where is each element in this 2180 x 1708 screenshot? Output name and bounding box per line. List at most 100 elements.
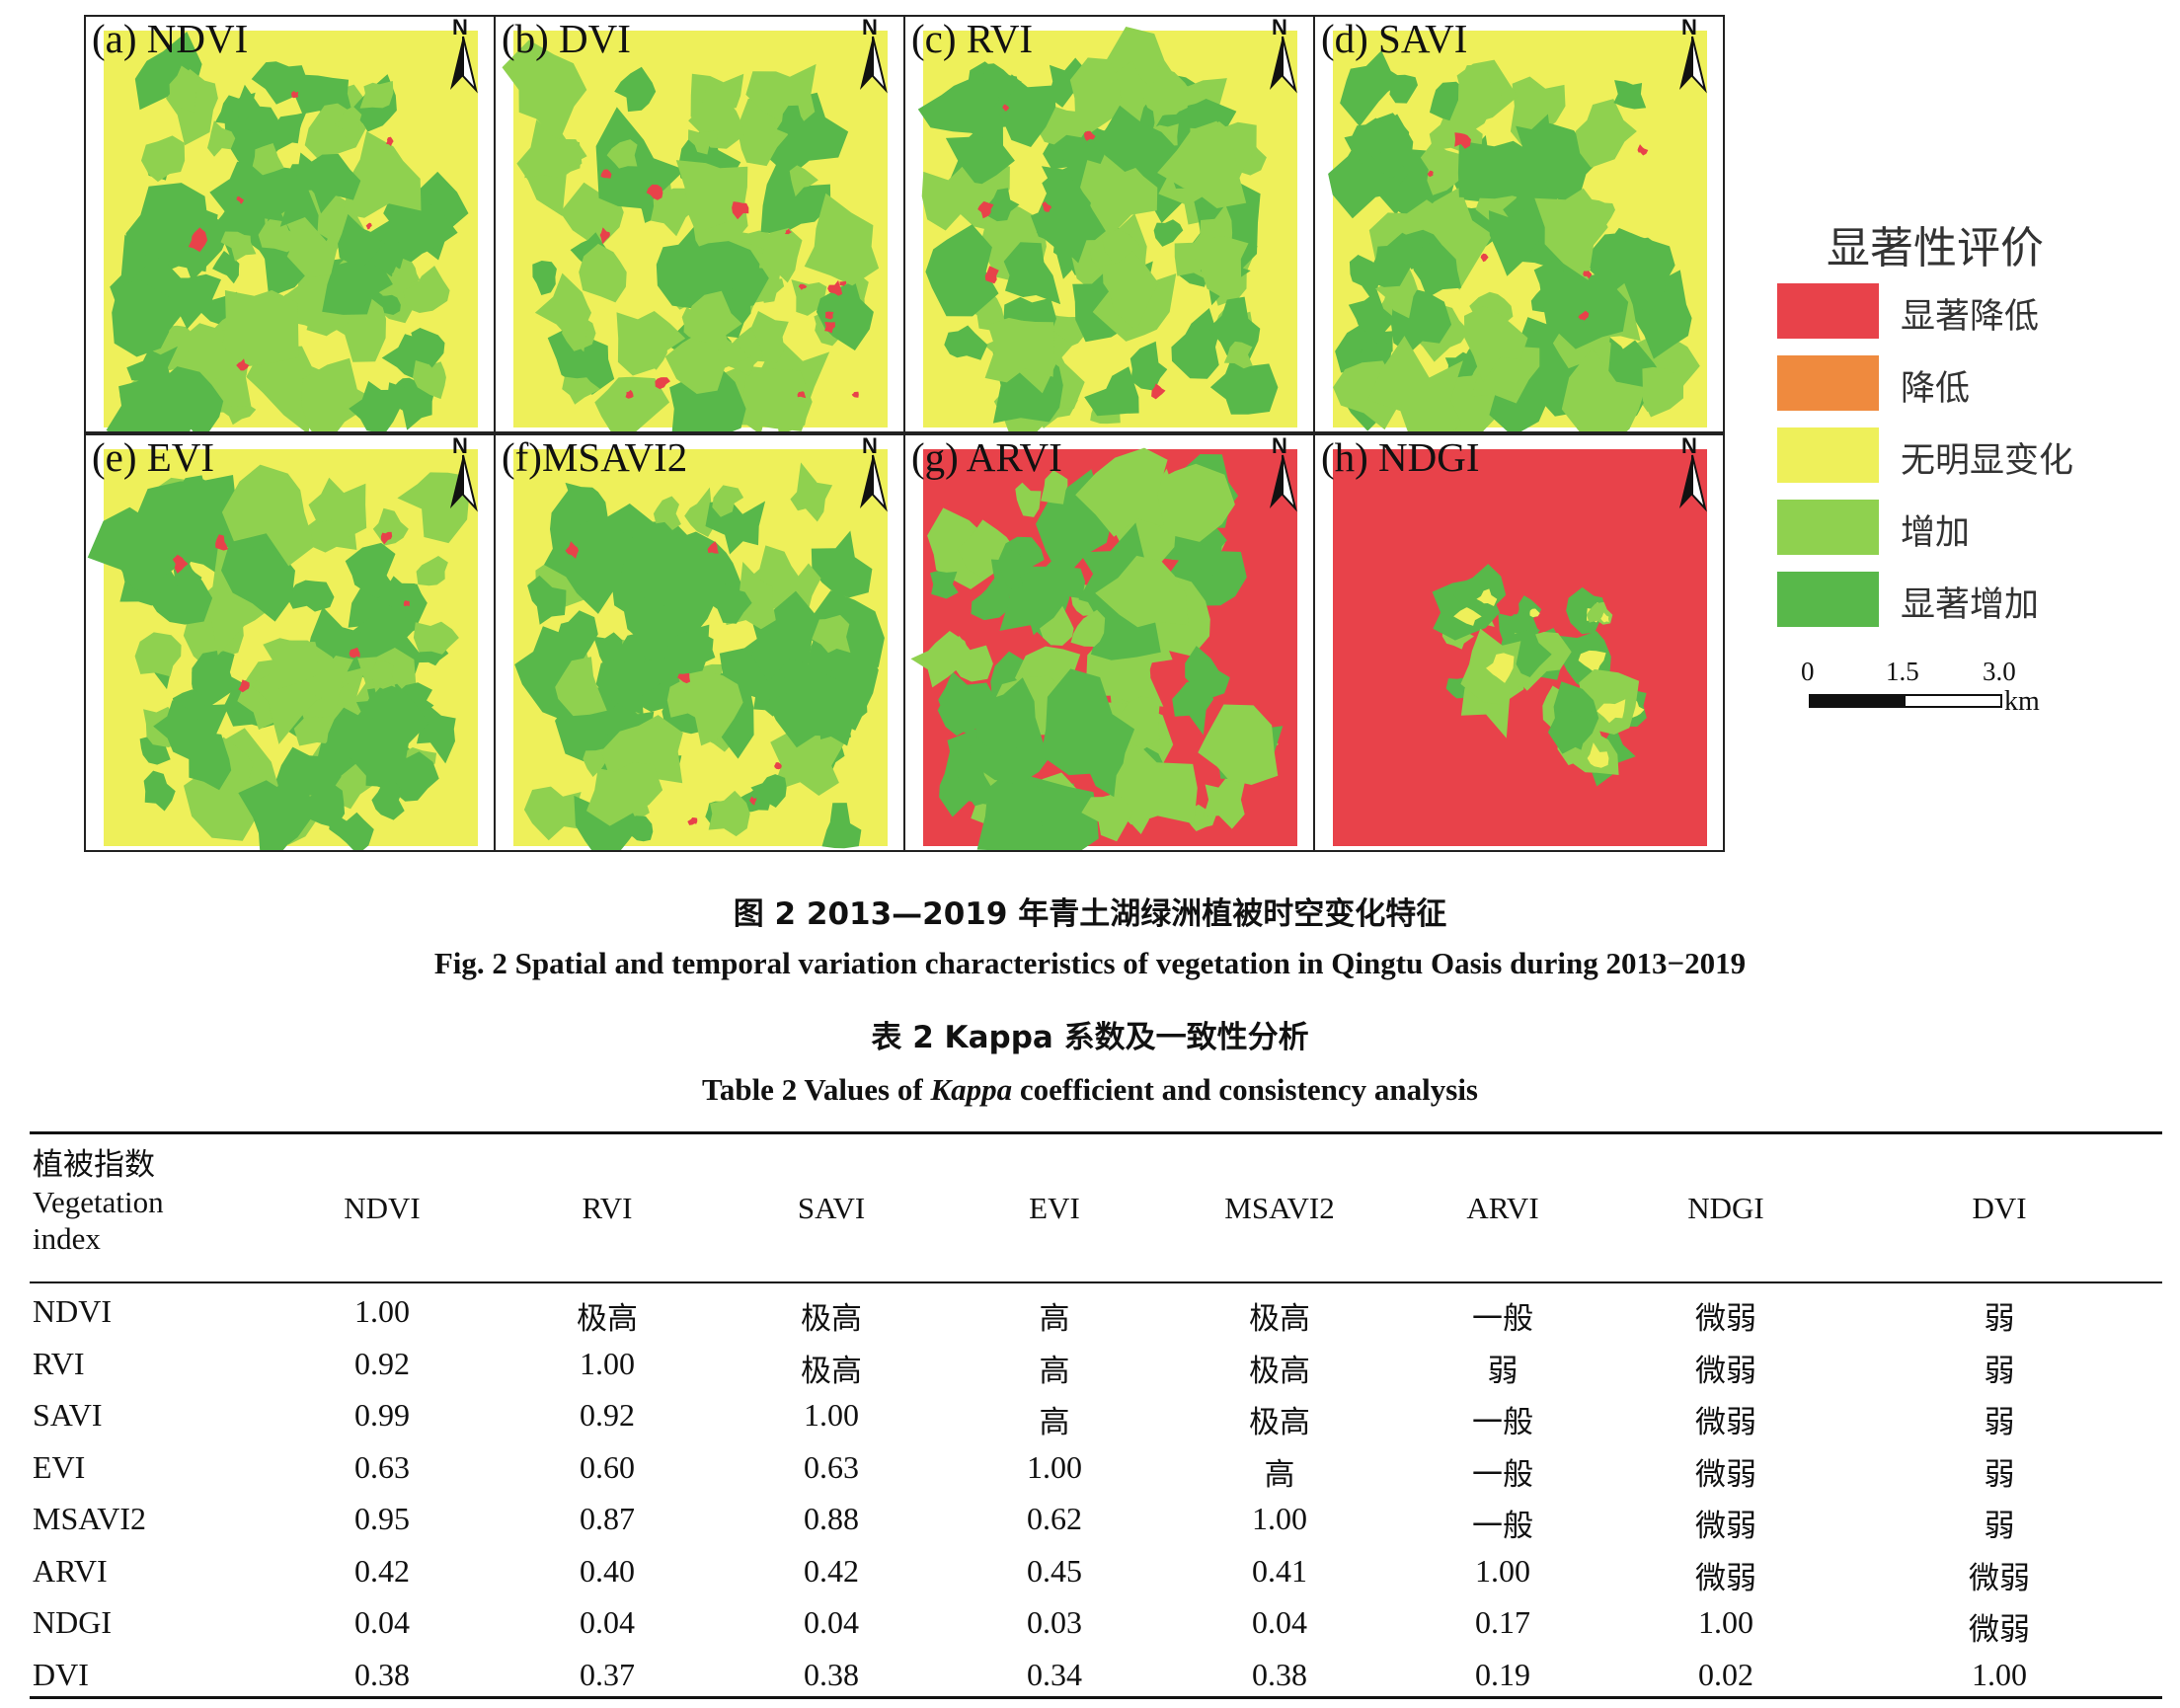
table-cell: 微弱	[1695, 1509, 1756, 1544]
north-label: N	[1681, 15, 1697, 39]
panel-label: (e) EVI	[92, 434, 215, 480]
legend-label: 无明显变化	[1901, 441, 2074, 481]
table-cell: 弱	[1984, 1353, 2015, 1389]
table-caption-en-pre: Table 2 Values of	[702, 1072, 931, 1107]
table-cell: 0.41	[1252, 1552, 1307, 1589]
table-row: EVI 0.63 0.60 0.63 1.00 高 一般 微弱 弱	[30, 1449, 2162, 1501]
table-caption-en: Table 2 Values of Kappa coefficient and …	[0, 1072, 2180, 1108]
table-cell: 一般	[1472, 1405, 1533, 1440]
column-header: MSAVI2	[1224, 1191, 1335, 1225]
panel-label: (h) NDGI	[1321, 434, 1480, 480]
map-panel: (g) ARVI N	[903, 433, 1315, 852]
table-cell: 1.00	[804, 1397, 859, 1433]
map-panel: (a) NDVI N	[84, 15, 496, 433]
map-panel: (b) DVI N	[494, 15, 905, 433]
north-label: N	[862, 433, 878, 458]
table-cell: 微弱	[1695, 1560, 1756, 1596]
legend: 显著性评价 显著降低 降低 无明显变化 增加 显著增加	[1777, 212, 2073, 627]
legend-label: 显著增加	[1901, 585, 2040, 625]
legend-label: 增加	[1901, 513, 1971, 553]
map-panel: (h) NDGI N	[1313, 433, 1725, 852]
table-row: ARVI 0.42 0.40 0.42 0.45 0.41 1.00 微弱 微弱	[30, 1553, 2162, 1604]
column-header: RVI	[582, 1191, 633, 1225]
table-row: DVI 0.38 0.37 0.38 0.34 0.38 0.19 0.02 1.00	[30, 1657, 2162, 1708]
legend-swatch	[1777, 572, 1879, 627]
table-cell: 0.45	[1027, 1552, 1082, 1589]
table-cell: 高	[1039, 1301, 1070, 1337]
table-row: MSAVI2 0.95 0.87 0.88 0.62 1.00 一般 微弱 弱	[30, 1501, 2162, 1552]
legend-swatch	[1777, 500, 1879, 555]
table-cell: 微弱	[1695, 1301, 1756, 1337]
panel-label: (d) SAVI	[1321, 16, 1468, 61]
panel-label: (f)MSAVI2	[502, 434, 688, 480]
table-cell: 0.60	[580, 1448, 635, 1485]
table-cell: 弱	[1984, 1456, 2015, 1493]
scale-bar-graphic	[1809, 694, 2002, 708]
scale-tick: 3.0	[1983, 657, 2016, 686]
figure-caption-en: Fig. 2 Spatial and temporal variation ch…	[433, 946, 1747, 980]
table-cell: 0.62	[1027, 1501, 1082, 1536]
legend-swatch	[1777, 427, 1879, 483]
table-cell: 0.03	[1027, 1604, 1082, 1640]
scale-tick: 1.5	[1886, 657, 1919, 686]
table-cell: 0.42	[804, 1552, 859, 1589]
table-cell: 极高	[801, 1353, 862, 1389]
scale-tick: 0	[1801, 657, 1815, 686]
map-panel: (c) RVI N	[903, 15, 1315, 433]
north-arrow-icon: N	[856, 17, 890, 98]
map-panel: (d) SAVI N	[1313, 15, 1725, 433]
table-cell: 0.04	[580, 1604, 635, 1640]
table-cell: 弱	[1984, 1301, 2015, 1337]
column-header: DVI	[1972, 1191, 2027, 1225]
table-cell: 弱	[1984, 1509, 2015, 1544]
table-cell: 1.00	[1252, 1501, 1307, 1536]
row-header: RVI	[33, 1345, 85, 1381]
table-cell: 0.02	[1698, 1656, 1753, 1692]
table-cell: 0.04	[1252, 1604, 1307, 1640]
legend-label: 显著降低	[1901, 297, 2040, 337]
row-header: MSAVI2	[33, 1501, 146, 1536]
scale-bar: 0 1.5 3.0 km	[1801, 657, 2063, 717]
table-row: NDVI 1.00 极高 极高 高 极高 一般 微弱 弱	[30, 1293, 2162, 1345]
table-cell: 高	[1039, 1405, 1070, 1440]
table-cell: 0.87	[580, 1501, 635, 1536]
north-arrow-icon: N	[1675, 17, 1709, 98]
table-cell: 1.00	[1475, 1552, 1530, 1589]
table-cell: 1.00	[1972, 1656, 2027, 1692]
table-cell: 弱	[1487, 1353, 1518, 1389]
panel-label: (b) DVI	[502, 16, 631, 61]
row-header: NDGI	[33, 1604, 112, 1640]
table-cell: 极高	[1249, 1353, 1310, 1389]
row-header: SAVI	[33, 1397, 103, 1433]
map-panel: (f)MSAVI2 N	[494, 433, 905, 852]
column-header: SAVI	[797, 1191, 866, 1225]
row-header: NDVI	[33, 1293, 112, 1329]
legend-swatch	[1777, 283, 1879, 339]
north-arrow-icon: N	[1266, 17, 1299, 98]
table-cell: 0.34	[1027, 1656, 1082, 1692]
table-cell: 0.38	[1252, 1656, 1307, 1692]
table-cell: 0.42	[354, 1552, 410, 1589]
table-cell: 极高	[801, 1301, 862, 1337]
table-cell: 1.00	[1027, 1448, 1082, 1485]
legend-swatch	[1777, 355, 1879, 411]
north-arrow-icon: N	[856, 435, 890, 516]
table-cell: 0.92	[354, 1345, 410, 1381]
table-rule-mid	[30, 1281, 2162, 1283]
table-cell: 0.95	[354, 1501, 410, 1536]
table-cell: 高	[1264, 1456, 1295, 1493]
panel-label: (g) ARVI	[911, 434, 1062, 480]
figure-2: (a) NDVI N (b) DVI N (c) RVI N (d) SAVI N (e) EV…	[84, 15, 2073, 852]
row-header: EVI	[33, 1448, 86, 1485]
table-cell: 一般	[1472, 1456, 1533, 1493]
north-label: N	[1681, 433, 1697, 458]
table-cell: 0.04	[354, 1604, 410, 1640]
table-cell: 0.19	[1475, 1656, 1530, 1692]
table-cell: 微弱	[1695, 1456, 1756, 1493]
table-caption-en-italic: Kappa	[930, 1072, 1013, 1107]
row-header: DVI	[33, 1656, 89, 1692]
table-cell: 1.00	[1698, 1604, 1753, 1640]
table-cell: 0.04	[804, 1604, 859, 1640]
table-rule-bottom	[30, 1696, 2162, 1699]
map-panel: (e) EVI N	[84, 433, 496, 852]
